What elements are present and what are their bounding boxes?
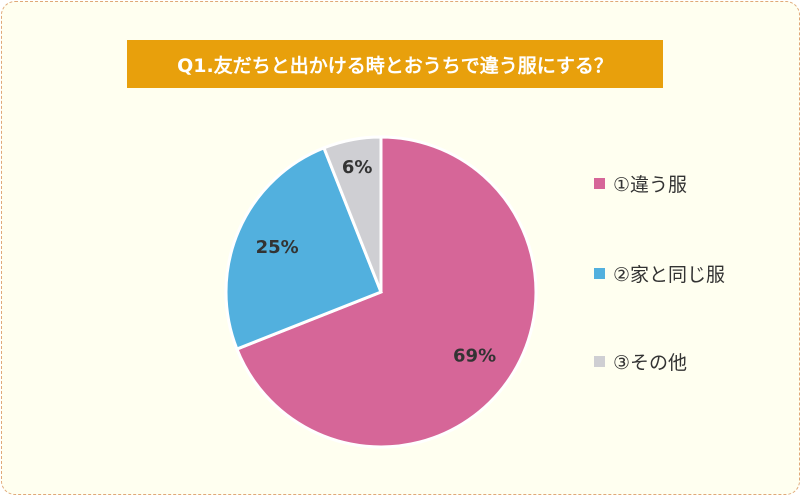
legend-item-0: ①違う服 (594, 170, 687, 197)
legend-label-0: ①違う服 (613, 174, 688, 196)
legend-item-1: ②家と同じ服 (594, 260, 725, 287)
legend-swatch-2 (594, 356, 605, 367)
legend-swatch-0 (594, 178, 605, 189)
legend-label-2: ③その他 (613, 352, 688, 374)
pie-label-2: 6% (342, 157, 373, 178)
pie-label-1: 25% (256, 237, 299, 258)
pie-slice-0 (234, 135, 538, 449)
legend-swatch-1 (594, 268, 605, 279)
pie-labels: 69% 25% 6% (256, 157, 497, 366)
pie-slices (224, 135, 538, 449)
chart-title: Q1.友だちと出かける時とおうちで違う服にする？ (127, 40, 663, 88)
legend-item-2: ③その他 (594, 348, 687, 375)
legend-label-1: ②家と同じ服 (613, 264, 726, 286)
pie-slice-2 (321, 135, 383, 293)
pie-label-0: 69% (453, 346, 496, 367)
